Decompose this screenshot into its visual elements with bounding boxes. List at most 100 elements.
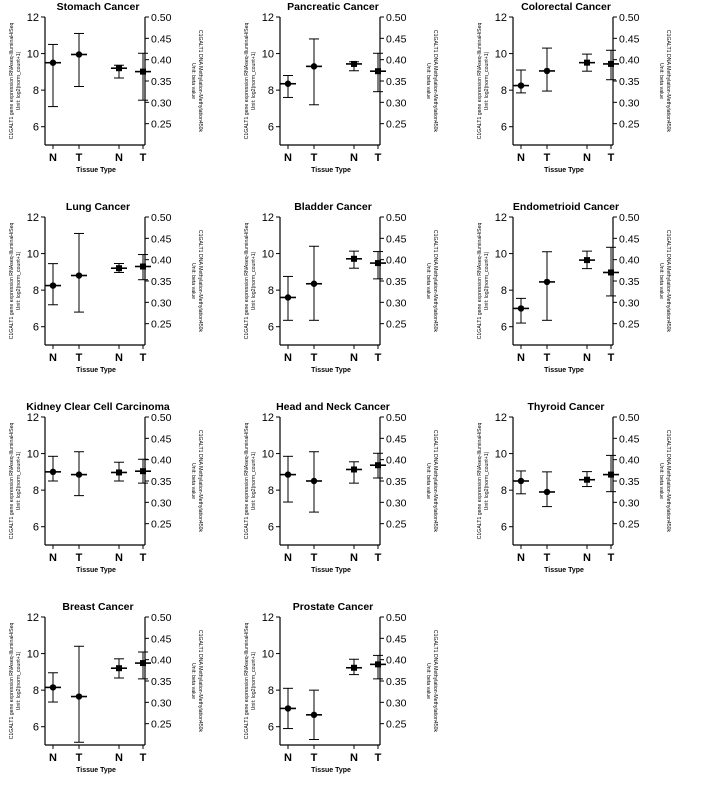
mean-point-square bbox=[140, 68, 146, 75]
left-axis-tick-label: 6 bbox=[268, 122, 274, 134]
right-axis-tick-label: 0.30 bbox=[619, 297, 640, 309]
mean-point-circle bbox=[284, 294, 292, 301]
chart-title: Kidney Clear Cell Carcinoma bbox=[26, 401, 170, 413]
x-axis-label: Tissue Type bbox=[544, 567, 584, 574]
x-tick-label: T bbox=[140, 552, 147, 564]
right-axis-tick-label: 0.50 bbox=[619, 12, 640, 24]
right-axis-tick-label: 0.30 bbox=[151, 97, 172, 109]
right-axis-tick-label: 0.45 bbox=[151, 233, 172, 245]
x-axis-label: Tissue Type bbox=[76, 567, 116, 574]
right-axis-tick-label: 0.40 bbox=[386, 455, 407, 467]
left-axis-tick-label: 10 bbox=[262, 249, 274, 261]
left-axis-tick-label: 10 bbox=[27, 449, 39, 461]
mean-point-circle bbox=[284, 80, 292, 87]
left-axis-label-line: Unit: log2(norm_count+1) bbox=[251, 251, 257, 310]
x-tick-label: T bbox=[375, 752, 382, 764]
right-axis-tick-label: 0.25 bbox=[386, 319, 407, 331]
left-axis-tick-label: 12 bbox=[495, 412, 507, 424]
right-axis-label: C1GALT1 DNA Methylation-Methylation450kU… bbox=[658, 430, 671, 533]
right-axis-tick-label: 0.40 bbox=[151, 55, 172, 67]
x-tick-label: T bbox=[544, 152, 551, 164]
chart-panel: Breast Cancer 6 8 10 12 0.25 0.30 0.35 0.40 0.45 0… bbox=[9, 601, 203, 774]
right-axis-label-line: Unit: beta value bbox=[658, 463, 664, 499]
mean-point-square bbox=[375, 68, 381, 75]
right-axis-tick-label: 0.35 bbox=[151, 676, 172, 688]
right-axis-tick-label: 0.30 bbox=[619, 497, 640, 509]
right-axis-tick-label: 0.40 bbox=[386, 655, 407, 667]
x-tick-label: T bbox=[311, 152, 318, 164]
left-axis-tick-label: 10 bbox=[27, 649, 39, 661]
right-axis-label-line: Unit: beta value bbox=[425, 263, 431, 299]
left-axis-tick-label: 10 bbox=[262, 449, 274, 461]
x-tick-label: N bbox=[115, 352, 123, 364]
left-axis-tick-label: 12 bbox=[27, 612, 39, 624]
x-tick-label: T bbox=[76, 752, 83, 764]
left-axis-tick-label: 8 bbox=[501, 285, 507, 297]
left-axis-label: C1GALT1 gene expression RNAseq-IlluminaH… bbox=[9, 623, 22, 740]
x-tick-label: N bbox=[517, 552, 525, 564]
x-tick-label: T bbox=[76, 552, 83, 564]
x-axis-label: Tissue Type bbox=[311, 167, 351, 174]
right-axis-tick-label: 0.30 bbox=[386, 297, 407, 309]
right-axis-tick-label: 0.50 bbox=[151, 412, 172, 424]
x-tick-label: T bbox=[375, 552, 382, 564]
x-axis-label: Tissue Type bbox=[544, 167, 584, 174]
right-axis-tick-label: 0.30 bbox=[151, 297, 172, 309]
mean-point-circle bbox=[517, 82, 525, 89]
x-tick-label: T bbox=[140, 152, 147, 164]
mean-point-circle bbox=[75, 471, 83, 478]
right-axis-label-line: Unit: beta value bbox=[425, 463, 431, 499]
mean-point-circle bbox=[75, 693, 83, 700]
right-axis-label: C1GALT1 DNA Methylation-Methylation450kU… bbox=[425, 230, 438, 333]
right-axis-tick-label: 0.45 bbox=[386, 33, 407, 45]
left-axis-tick-label: 8 bbox=[268, 685, 274, 697]
x-axis-label: Tissue Type bbox=[76, 167, 116, 174]
right-axis-tick-label: 0.40 bbox=[619, 55, 640, 67]
right-axis-label-line: C1GALT1 DNA Methylation-Methylation450k bbox=[432, 430, 438, 533]
left-axis-tick-label: 10 bbox=[495, 249, 507, 261]
mean-point-circle bbox=[310, 711, 318, 719]
left-axis-tick-label: 10 bbox=[262, 49, 274, 61]
mean-point-circle bbox=[310, 63, 318, 70]
chart-panel: Prostate Cancer 6 8 10 12 0.25 0.30 0.35 0.40 0.4… bbox=[244, 601, 438, 774]
x-tick-label: N bbox=[350, 552, 358, 564]
right-axis-label-line: C1GALT1 DNA Methylation-Methylation450k bbox=[197, 230, 203, 333]
right-axis-tick-label: 0.45 bbox=[619, 33, 640, 45]
left-axis-tick-label: 6 bbox=[33, 722, 39, 734]
x-tick-label: T bbox=[311, 552, 318, 564]
chart-title: Head and Neck Cancer bbox=[276, 401, 390, 413]
x-tick-label: T bbox=[544, 552, 551, 564]
left-axis-label-line: C1GALT1 gene expression RNAseq-IlluminaH… bbox=[244, 423, 250, 540]
x-tick-label: T bbox=[544, 352, 551, 364]
x-tick-label: N bbox=[284, 352, 292, 364]
right-axis-tick-label: 0.35 bbox=[619, 76, 640, 88]
right-axis-tick-label: 0.25 bbox=[151, 519, 172, 531]
right-axis-label: C1GALT1 DNA Methylation-Methylation450kU… bbox=[190, 230, 203, 333]
right-axis-label: C1GALT1 DNA Methylation-Methylation450kU… bbox=[190, 30, 203, 133]
left-axis-tick-label: 8 bbox=[501, 485, 507, 497]
x-tick-label: N bbox=[583, 552, 591, 564]
left-axis-tick-label: 8 bbox=[33, 685, 39, 697]
mean-point-square bbox=[375, 462, 381, 469]
right-axis-label-line: Unit: beta value bbox=[190, 463, 196, 499]
right-axis-tick-label: 0.40 bbox=[151, 655, 172, 667]
right-axis-tick-label: 0.35 bbox=[151, 476, 172, 488]
left-axis-tick-label: 12 bbox=[27, 412, 39, 424]
left-axis-tick-label: 8 bbox=[33, 285, 39, 297]
mean-point-circle bbox=[543, 278, 551, 286]
left-axis-tick-label: 6 bbox=[33, 122, 39, 134]
mean-point-square bbox=[116, 65, 122, 72]
right-axis-label-line: Unit: beta value bbox=[190, 263, 196, 299]
right-axis-tick-label: 0.25 bbox=[619, 119, 640, 131]
left-axis-tick-label: 12 bbox=[262, 612, 274, 624]
chart-title: Prostate Cancer bbox=[293, 601, 374, 613]
left-axis-label-line: C1GALT1 gene expression RNAseq-IlluminaH… bbox=[477, 223, 483, 340]
mean-point-square bbox=[584, 476, 590, 483]
x-tick-label: N bbox=[49, 152, 57, 164]
left-axis-tick-label: 10 bbox=[27, 249, 39, 261]
right-axis-tick-label: 0.25 bbox=[619, 519, 640, 531]
right-axis-tick-label: 0.45 bbox=[386, 633, 407, 645]
right-axis-tick-label: 0.25 bbox=[151, 119, 172, 131]
left-axis-tick-label: 6 bbox=[33, 522, 39, 534]
right-axis-label: C1GALT1 DNA Methylation-Methylation450kU… bbox=[425, 430, 438, 533]
